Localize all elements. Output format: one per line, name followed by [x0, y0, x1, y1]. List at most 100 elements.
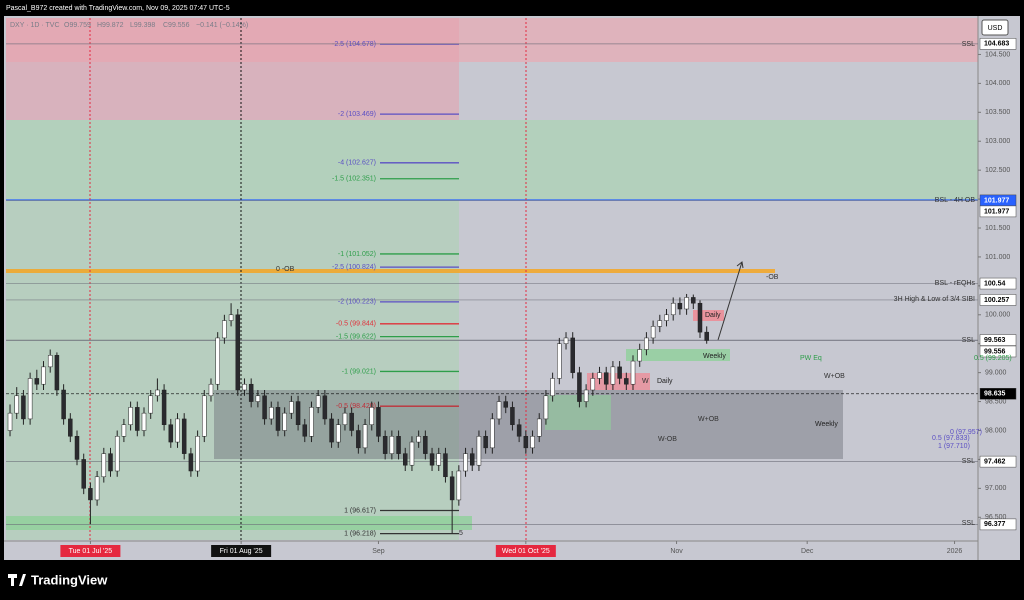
candle-body [469, 453, 475, 466]
annotation: W [642, 378, 649, 385]
annotation: 5 [459, 530, 463, 537]
candle-body [423, 436, 428, 454]
candle-body [121, 424, 127, 437]
fib-label: -0.5 (99.844) [336, 321, 376, 328]
candle-body [315, 395, 321, 408]
candle-body [34, 378, 40, 385]
candle-body [516, 424, 522, 437]
candle-body [336, 424, 341, 443]
candle-body [637, 349, 642, 362]
currency[interactable]: USD [988, 25, 1003, 32]
currency-badge[interactable] [981, 19, 1009, 36]
candle-body [282, 412, 287, 431]
candle-body [168, 424, 174, 443]
premium-zone [6, 18, 459, 120]
y-tick-label: 101.000 [985, 254, 1010, 261]
candle-body [27, 378, 33, 420]
candle-body [684, 297, 689, 310]
candle-body [215, 337, 220, 385]
price-badge [979, 294, 1017, 306]
candle-body [583, 389, 589, 402]
y-tick-label: 104.000 [985, 80, 1010, 87]
weekly-fvg [626, 349, 730, 361]
annotation: W+OB [824, 373, 845, 380]
candle-body [188, 453, 194, 472]
candle-body [362, 424, 368, 449]
candle-body [128, 407, 133, 425]
daily-ob [693, 310, 724, 321]
candle-body [329, 418, 334, 443]
candle-body [382, 436, 388, 454]
candle-body [644, 337, 649, 350]
candle-body [155, 389, 160, 397]
ohlc-value: O99.759 [64, 22, 91, 29]
candle-body [496, 401, 502, 420]
price-badge-label: 96.377 [984, 521, 1006, 528]
level-tag: SSL [962, 41, 975, 48]
candle-body [550, 378, 555, 397]
price-badge [979, 205, 1017, 218]
level-tag: SSL [962, 458, 975, 465]
ohlc-value: −0.141 (−0.14%) [196, 22, 248, 29]
candle-body [476, 436, 482, 466]
annotation: Weekly [703, 353, 726, 360]
annotation: 1 (97.710) [938, 443, 970, 450]
y-tick-label: 98.000 [985, 427, 1007, 434]
annotation: 0.5 (97.833) [932, 435, 970, 442]
x-tick-label: Dec [801, 548, 814, 555]
annotation: W-OB [658, 436, 677, 443]
candle-body [557, 343, 562, 379]
candle-body [490, 418, 495, 449]
candle-body [41, 366, 46, 385]
candle-body [409, 441, 415, 466]
fib-label: -1.5 (102.351) [332, 176, 376, 183]
fib-label: -1 (101.052) [338, 251, 376, 258]
fib-label: -2 (103.469) [338, 111, 376, 118]
price-badge-label: 99.563 [984, 337, 1006, 344]
price-badge [979, 334, 1017, 346]
candle-body [624, 378, 629, 385]
price-badge-label: 104.683 [984, 41, 1009, 48]
annotation: Daily [657, 378, 673, 385]
candle-body [61, 389, 66, 420]
candle-body [677, 302, 683, 310]
candle-body [275, 407, 281, 431]
x-tick-label: Sep [372, 548, 385, 555]
annotation: Weekly [815, 421, 838, 428]
price-badge [979, 388, 1017, 400]
candle-body [563, 337, 569, 344]
annotation: Daily [705, 312, 721, 319]
x-tick-label: Fri 01 Aug '25 [220, 548, 263, 555]
candle-body [47, 355, 53, 368]
y-tick-label: 100.000 [985, 312, 1010, 319]
level-tag: SSL [962, 337, 975, 344]
ohlc-value: C99.556 [163, 22, 190, 29]
candle-body [577, 372, 582, 402]
candle-body [195, 436, 200, 472]
date-badge [495, 545, 556, 557]
candle-body [161, 389, 167, 425]
fib-label: 1 (96.617) [344, 507, 376, 514]
candle-body [148, 395, 153, 414]
candle-body [74, 436, 80, 460]
weekly-zone [214, 390, 843, 459]
y-tick-label: 103.000 [985, 138, 1010, 145]
candle-body [81, 459, 86, 489]
arrow-head [736, 261, 744, 269]
price-badge [979, 38, 1017, 50]
y-tick-label: 96.500 [985, 514, 1007, 521]
annotation: W+OB [698, 416, 719, 423]
annotation: 0.5 (99.205) [974, 355, 1012, 362]
symbol: DXY · 1D · TVC [10, 22, 60, 29]
discount-zone [6, 200, 459, 540]
annotation: -OB [766, 274, 779, 281]
candle-body [436, 453, 441, 466]
candle-body [523, 436, 529, 449]
candle-body [503, 401, 508, 408]
bottom-zone [6, 516, 472, 530]
candle-body [228, 314, 234, 321]
candle-body [21, 395, 26, 420]
brand: TradingView [31, 572, 108, 587]
price-badge-label: 101.977 [984, 208, 1009, 215]
fib-label: 1 (96.218) [344, 530, 376, 537]
